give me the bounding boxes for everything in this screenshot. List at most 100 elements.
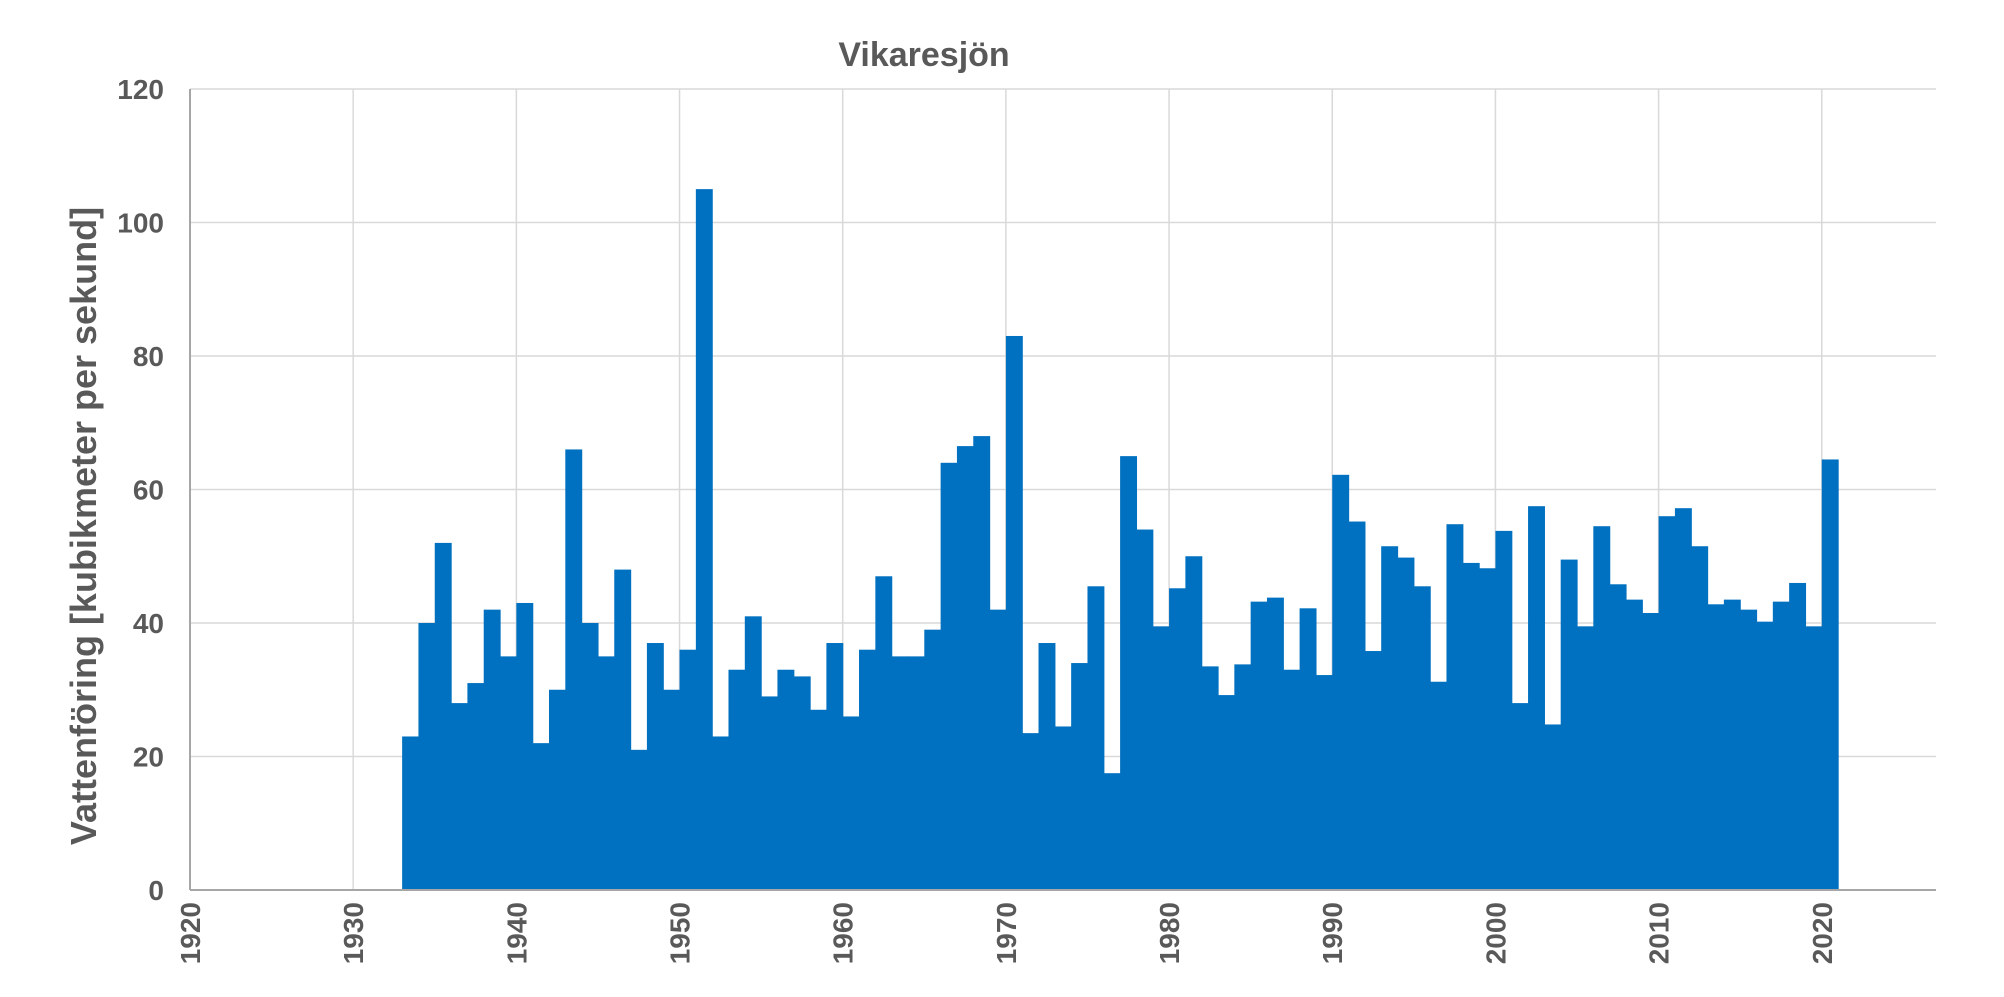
bar	[679, 649, 697, 890]
bar	[1071, 663, 1089, 890]
bar	[1609, 584, 1627, 890]
bar	[1185, 556, 1203, 890]
bar	[1446, 524, 1464, 890]
bar	[1201, 666, 1219, 890]
bar	[875, 576, 893, 890]
x-tick-label: 1950	[665, 902, 696, 964]
bar	[1218, 695, 1235, 890]
bar	[842, 716, 860, 890]
bar	[1234, 664, 1252, 890]
bar	[418, 623, 436, 890]
bar	[1348, 521, 1366, 890]
x-tick-label: 1990	[1317, 902, 1348, 964]
bar	[630, 749, 648, 890]
bar	[712, 736, 730, 890]
bar	[1593, 526, 1611, 890]
bar	[451, 703, 469, 890]
bar	[548, 689, 566, 890]
bar	[826, 643, 844, 890]
bar	[1413, 586, 1431, 890]
bar	[614, 569, 632, 890]
bar	[1005, 335, 1023, 891]
bar	[663, 689, 681, 890]
bar	[761, 696, 779, 890]
y-tick-label: 60	[133, 475, 164, 506]
bar	[1560, 559, 1578, 890]
x-tick-label: 2000	[1480, 902, 1511, 964]
bar	[1430, 681, 1448, 890]
bar	[1022, 733, 1040, 890]
bar	[907, 656, 925, 890]
bar	[1038, 643, 1056, 890]
x-tick-label: 1960	[828, 902, 859, 964]
bar	[1756, 621, 1774, 890]
bar	[728, 669, 746, 890]
bar	[810, 709, 827, 890]
bar	[777, 669, 795, 890]
bar	[793, 676, 811, 890]
bar	[1152, 626, 1170, 890]
bar	[646, 643, 664, 890]
bar	[1479, 568, 1497, 890]
bar	[1495, 530, 1513, 890]
bar	[1087, 586, 1105, 890]
bar	[1772, 601, 1790, 890]
chart-title: Vikaresjön	[838, 36, 1009, 74]
x-tick-label: 1920	[175, 902, 206, 964]
bar	[1544, 724, 1562, 890]
bar	[1691, 546, 1709, 890]
x-tick-labels: 1920 1930 1940 1950 1960 1970 1980 1990 2000 2010…	[175, 902, 1838, 964]
bar	[1397, 557, 1415, 890]
bar	[859, 649, 876, 890]
x-tick-label: 2010	[1644, 902, 1675, 964]
bar	[434, 542, 452, 890]
bar	[940, 462, 958, 890]
bar	[1625, 599, 1643, 890]
y-tick-label: 80	[133, 341, 164, 372]
bar	[483, 609, 501, 890]
x-tick-label: 1980	[1154, 902, 1185, 964]
bar	[1674, 508, 1692, 890]
bar	[1250, 601, 1268, 890]
bar	[1658, 516, 1676, 890]
x-tick-label: 2020	[1807, 902, 1838, 964]
bar	[1462, 562, 1480, 890]
bar	[1136, 529, 1154, 890]
bar	[1315, 675, 1333, 890]
bar	[1789, 582, 1807, 890]
bar	[1283, 669, 1301, 890]
bar	[1381, 546, 1399, 890]
y-tick-label: 0	[148, 875, 164, 906]
bar	[402, 736, 420, 890]
bar	[1120, 456, 1138, 890]
y-tick-label: 100	[117, 208, 164, 239]
bar	[1266, 597, 1284, 890]
bar	[1103, 773, 1121, 890]
y-tick-label: 20	[133, 742, 164, 773]
bar	[500, 656, 517, 890]
bar	[1707, 604, 1725, 890]
bar	[565, 449, 583, 890]
bar	[1364, 651, 1382, 890]
bar	[1528, 506, 1545, 890]
bar	[891, 656, 909, 890]
bar	[532, 743, 550, 890]
axes	[189, 89, 1936, 891]
x-tick-label: 1970	[991, 902, 1022, 964]
y-tick-label: 120	[117, 74, 164, 105]
bar	[1642, 612, 1660, 890]
bar	[1723, 599, 1741, 890]
bars	[402, 189, 1839, 891]
bar	[1054, 726, 1072, 890]
bar	[695, 189, 713, 890]
bar	[924, 629, 942, 890]
bar	[1740, 609, 1758, 890]
bar	[467, 683, 485, 890]
bar	[956, 446, 974, 890]
bar	[516, 602, 534, 890]
bar	[1299, 608, 1317, 890]
bar	[1821, 459, 1839, 890]
bar	[1169, 588, 1186, 890]
y-tick-labels: 0 20 40 60 80 100 120	[117, 74, 164, 906]
